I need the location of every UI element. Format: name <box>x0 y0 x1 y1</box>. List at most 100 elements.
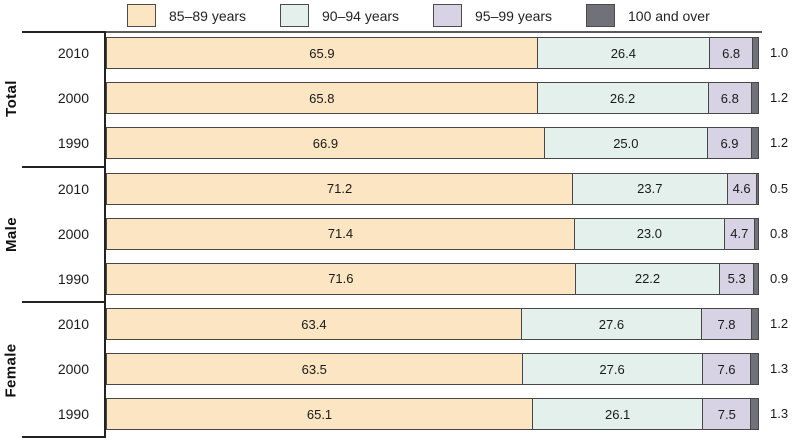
y-axis-line <box>104 31 106 438</box>
segment-value-label: 66.9 <box>312 135 339 151</box>
segment-value-label: 7.6 <box>717 361 736 377</box>
bar-row: 2000 63.5 27.6 7.6 1.3 <box>0 353 795 386</box>
bar-groups: Total 2010 65.9 26.4 6.8 1.0 2000 65.8 26.2… <box>0 31 795 439</box>
group-bracket-line <box>22 436 106 439</box>
year-label: 1990 <box>57 270 89 287</box>
segment-value-label: 27.6 <box>598 316 625 332</box>
segment-value-label: 26.1 <box>604 406 631 422</box>
bar-group-male: Male 2010 71.2 23.7 4.6 0.5 2000 71.4 23.0 4… <box>0 165 795 303</box>
year-label: 2000 <box>57 90 89 106</box>
year-label: 2010 <box>57 45 89 61</box>
segment-value-label: 6.9 <box>720 135 739 151</box>
legend-item: 85–89 years <box>127 4 280 27</box>
segment-value-label: 4.7 <box>730 226 749 242</box>
year-label: 2000 <box>57 361 89 378</box>
bar-row: 1990 66.9 25.0 6.9 1.2 <box>0 127 795 159</box>
outside-value-label: 0.5 <box>770 180 789 196</box>
segment-value-label: 65.1 <box>306 406 333 422</box>
legend-swatch-icon <box>280 4 309 27</box>
stacked-bar: 63.5 27.6 7.6 <box>106 353 762 386</box>
bar-segment: 6.9 <box>706 127 753 159</box>
segment-value-label: 5.3 <box>727 271 746 287</box>
stacked-bar: 63.4 27.6 7.8 <box>106 308 762 341</box>
group-rows: 2010 65.9 26.4 6.8 1.0 2000 65.8 26.2 6.8 1.… <box>0 31 795 159</box>
segment-value-label: 27.6 <box>599 361 625 377</box>
bar-row: 1990 65.1 26.1 7.5 1.3 <box>0 398 795 431</box>
bar-segment <box>753 217 759 250</box>
year-label: 1990 <box>57 406 89 423</box>
segment-value-label: 6.8 <box>722 45 741 61</box>
bar-segment: 23.7 <box>572 172 728 205</box>
bar-group-total: Total 2010 65.9 26.4 6.8 1.0 2000 65.8 26.2… <box>0 31 795 167</box>
plot-area: Total 2010 65.9 26.4 6.8 1.0 2000 65.8 26.2… <box>0 31 795 439</box>
segment-value-label: 23.7 <box>637 181 663 197</box>
segment-value-label: 6.8 <box>720 90 739 106</box>
segment-value-label: 65.9 <box>309 45 335 61</box>
bar-segment: 23.0 <box>573 217 725 250</box>
bar-segment: 6.8 <box>707 82 753 114</box>
outside-value-label: 0.8 <box>770 225 789 241</box>
bar-segment: 63.4 <box>106 308 522 341</box>
stacked-bar: 71.4 23.0 4.7 <box>106 217 762 250</box>
segment-value-label: 26.4 <box>610 45 637 61</box>
segment-value-label: 4.6 <box>732 181 751 197</box>
bar-segment <box>753 262 759 295</box>
bar-segment: 26.1 <box>532 398 704 431</box>
stacked-bar: 65.9 26.4 6.8 <box>106 37 762 69</box>
segment-value-label: 23.0 <box>636 226 662 242</box>
legend-label: 85–89 years <box>169 7 247 24</box>
bar-segment <box>752 37 759 69</box>
bar-segment <box>750 353 759 386</box>
outside-value-label: 1.0 <box>770 45 789 60</box>
legend-swatch-icon <box>127 4 156 27</box>
group-rows: 2010 71.2 23.7 4.6 0.5 2000 71.4 23.0 4.7 0.… <box>0 167 795 295</box>
legend-item: 100 and over <box>586 4 710 27</box>
bar-segment: 7.5 <box>702 398 752 431</box>
outside-value-label: 1.2 <box>770 316 789 332</box>
bar-segment: 6.8 <box>708 37 754 69</box>
bar-segment: 27.6 <box>520 308 702 341</box>
outside-value-label: 1.3 <box>770 361 789 377</box>
legend-item: 90–94 years <box>280 4 433 27</box>
legend-label: 95–99 years <box>475 7 553 24</box>
bar-segment: 71.6 <box>106 262 576 295</box>
bar-segment: 4.6 <box>726 172 757 205</box>
stacked-bar: 66.9 25.0 6.9 <box>106 127 762 159</box>
bar-segment: 5.3 <box>719 262 755 295</box>
year-label: 2010 <box>57 180 89 197</box>
segment-value-label: 7.8 <box>717 316 736 332</box>
bar-segment: 26.2 <box>536 82 709 114</box>
segment-value-label: 71.2 <box>326 181 353 197</box>
bar-group-female: Female 2010 63.4 27.6 7.8 1.2 2000 63.5 27.… <box>0 301 795 439</box>
bar-segment: 65.1 <box>106 398 534 431</box>
outside-value-label: 1.2 <box>770 90 789 105</box>
segment-value-label: 63.4 <box>301 316 327 332</box>
legend-swatch-icon <box>586 4 615 27</box>
bar-row: 2010 65.9 26.4 6.8 1.0 <box>0 37 795 69</box>
bar-segment: 63.5 <box>106 353 523 386</box>
bar-segment <box>751 127 759 159</box>
bar-segment <box>751 308 759 341</box>
group-bracket-line <box>22 31 106 33</box>
legend-label: 90–94 years <box>322 7 400 24</box>
bar-segment: 25.0 <box>543 127 708 159</box>
year-label: 2010 <box>57 316 89 333</box>
bar-segment: 26.4 <box>536 37 710 69</box>
segment-value-label: 71.4 <box>327 226 354 242</box>
bar-row: 2010 71.2 23.7 4.6 0.5 <box>0 172 795 205</box>
chart-legend: 85–89 years 90–94 years 95–99 years 100 … <box>127 2 710 29</box>
segment-value-label: 65.8 <box>309 90 335 106</box>
bar-segment: 71.2 <box>106 172 574 205</box>
segment-value-label: 25.0 <box>613 135 639 151</box>
bar-segment: 4.7 <box>723 217 755 250</box>
stacked-bar: 65.1 26.1 7.5 <box>106 398 762 431</box>
group-bracket-line <box>22 165 106 168</box>
bar-segment <box>750 398 759 431</box>
bar-segment: 22.2 <box>574 262 721 295</box>
plot-top-border <box>104 31 762 33</box>
legend-swatch-icon <box>433 4 462 27</box>
segment-value-label: 7.5 <box>717 406 736 422</box>
stacked-bar: 65.8 26.2 6.8 <box>106 82 762 114</box>
legend-item: 95–99 years <box>433 4 586 27</box>
